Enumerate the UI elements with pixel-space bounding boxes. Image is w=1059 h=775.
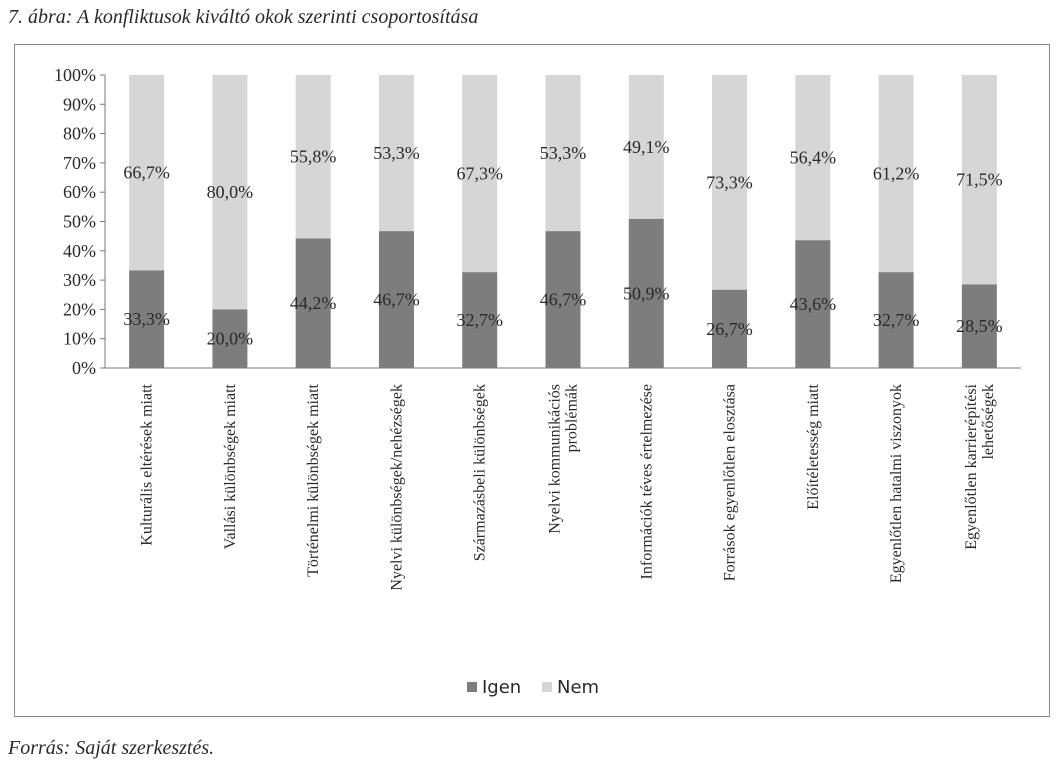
x-category-label: Információk téves értelmezése: [638, 384, 655, 579]
bar-nem: [295, 75, 331, 239]
legend-swatch-igen: [467, 682, 477, 692]
data-label-igen: 28,5%: [956, 316, 1003, 336]
data-label-nem: 71,5%: [956, 170, 1003, 190]
x-category-label: Egyenlőtlen karrierépítési: [963, 383, 980, 549]
data-label-igen: 32,7%: [873, 310, 920, 330]
y-tick-label: 80%: [63, 124, 96, 144]
y-tick-label: 100%: [54, 65, 96, 85]
stacked-bar-chart: 0% 10% 20% 30% 40% 50% 60% 70% 80% 90% 100% 33,3% 6…: [54, 65, 1021, 698]
legend: Igen Nem: [467, 677, 599, 698]
figure-source: Forrás: Saját szerkesztés.: [8, 737, 215, 759]
x-category-label: Vallási különbségek miatt: [222, 383, 239, 549]
bar-nem: [462, 75, 498, 273]
data-label-igen: 44,2%: [290, 293, 337, 313]
y-tick-label: 40%: [63, 241, 96, 261]
x-category-label: problémák: [564, 384, 581, 452]
y-axis: 0% 10% 20% 30% 40% 50% 60% 70% 80% 90% 100%: [54, 65, 1021, 378]
bar-igen: [878, 272, 914, 368]
x-category-label: Történelmi különbségek miatt: [305, 383, 322, 576]
data-label-nem: 49,1%: [623, 137, 670, 157]
data-label-igen: 32,7%: [456, 310, 503, 330]
x-category-label: Nyelvi kommunikációs: [547, 384, 564, 534]
x-category-label: Nyelvi különbségek/nehézségek: [388, 384, 405, 591]
legend-label-nem: Nem: [557, 677, 599, 698]
data-label-nem: 56,4%: [790, 148, 837, 168]
bar-igen: [712, 289, 748, 368]
bar-nem: [212, 75, 248, 310]
data-label-nem: 53,3%: [540, 143, 587, 163]
y-tick-label: 60%: [63, 182, 96, 202]
figure-title: 7. ábra: A konfliktusok kiváltó okok sze…: [8, 6, 479, 28]
x-category-label: Előítéletesség miatt: [805, 383, 822, 509]
data-label-igen: 43,6%: [790, 294, 837, 314]
data-label-igen: 46,7%: [540, 290, 587, 310]
data-label-igen: 33,3%: [123, 309, 170, 329]
x-category-label: Kulturális eltérések miatt: [139, 383, 156, 545]
bar-nem: [545, 75, 581, 232]
bar-nem: [795, 75, 831, 241]
bar-nem: [878, 75, 914, 273]
data-label-igen: 20,0%: [207, 329, 254, 349]
legend-swatch-nem: [542, 682, 552, 692]
y-tick-label: 0%: [72, 358, 96, 378]
y-tick-label: 10%: [63, 329, 96, 349]
data-label-igen: 50,9%: [623, 283, 670, 303]
data-label-igen: 46,7%: [373, 290, 420, 310]
bar-igen: [212, 309, 248, 368]
y-tick-label: 90%: [63, 94, 96, 114]
bar-igen: [129, 270, 165, 368]
data-label-nem: 80,0%: [207, 182, 254, 202]
bar-nem: [628, 75, 664, 219]
y-tick-label: 30%: [63, 270, 96, 290]
data-label-nem: 67,3%: [456, 164, 503, 184]
bar-igen: [795, 240, 831, 368]
y-tick-label: 70%: [63, 153, 96, 173]
x-category-label: lehetőségek: [980, 384, 997, 460]
y-tick-label: 50%: [63, 212, 96, 232]
x-category-label: Származásbeli különbségek: [472, 384, 489, 561]
y-tick-label: 20%: [63, 299, 96, 319]
x-category-label: Egyenlőtlen hatalmi viszonyok: [888, 384, 905, 583]
x-axis-labels: Kulturális eltérések miatt Vallási különb…: [139, 383, 997, 590]
bar-igen: [545, 231, 581, 368]
chart-area: 0% 10% 20% 30% 40% 50% 60% 70% 80% 90% 100% 33,3% 6…: [14, 44, 1050, 717]
data-label-nem: 66,7%: [123, 163, 170, 183]
bar-igen: [961, 284, 997, 368]
data-label-nem: 55,8%: [290, 147, 337, 167]
bar-nem: [378, 75, 414, 232]
data-label-nem: 53,3%: [373, 143, 420, 163]
bar-nem: [129, 75, 165, 271]
bars: [129, 75, 997, 368]
bar-igen: [295, 238, 331, 368]
data-label-igen: 26,7%: [706, 319, 753, 339]
bar-igen: [378, 231, 414, 368]
data-labels: 33,3% 66,7% 20,0% 80,0% 44,2% 55,8% 46,7% 53,3%…: [123, 137, 1002, 349]
bar-igen: [462, 272, 498, 368]
x-category-label: Források egyenlőtlen elosztása: [722, 384, 739, 581]
bar-nem: [961, 75, 997, 285]
bar-nem: [712, 75, 748, 290]
bar-igen: [628, 218, 664, 368]
legend-label-igen: Igen: [482, 677, 521, 698]
data-label-nem: 73,3%: [706, 172, 753, 192]
data-label-nem: 61,2%: [873, 164, 920, 184]
